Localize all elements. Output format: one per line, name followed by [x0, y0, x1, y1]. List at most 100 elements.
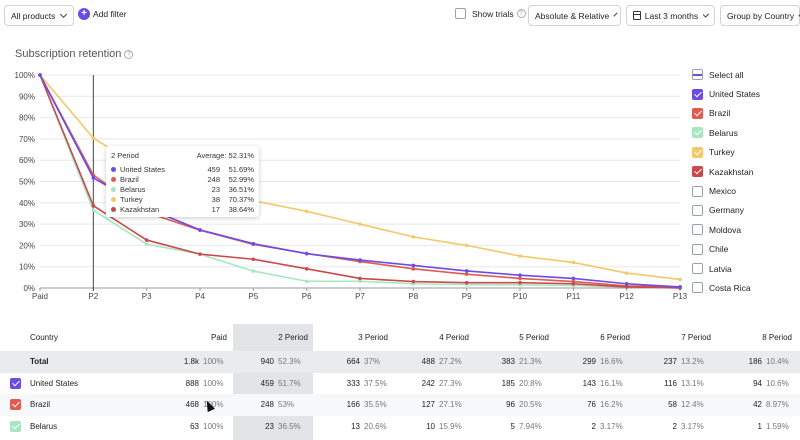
count-cell: 10 — [426, 421, 435, 431]
row-checkbox[interactable] — [10, 399, 21, 410]
empty-checkbox[interactable] — [692, 224, 703, 236]
table-row[interactable]: United States 888 100% 459 51.7% 333 37.5% 242 2… — [0, 373, 800, 395]
data-point — [358, 222, 362, 226]
checked-checkbox-icon[interactable] — [692, 146, 703, 158]
data-point — [251, 269, 256, 273]
data-point — [571, 260, 576, 265]
count-cell: 459 — [260, 378, 274, 388]
legend-item[interactable]: Latvia — [692, 259, 760, 278]
show-trials-checkbox[interactable] — [455, 8, 466, 19]
y-tick-label: 10% — [19, 263, 35, 272]
column-header[interactable]: 4 Period — [439, 333, 469, 342]
data-point — [518, 276, 522, 281]
data-point — [411, 235, 416, 239]
column-header[interactable]: Country — [30, 333, 59, 342]
empty-checkbox[interactable] — [692, 185, 703, 197]
legend-label: Chile — [709, 244, 729, 255]
date-range-label: Last 3 months — [644, 10, 699, 21]
legend-select-all[interactable]: Select all — [692, 65, 760, 84]
calendar-icon — [633, 11, 641, 20]
series-dot-icon — [111, 176, 116, 182]
data-point — [358, 276, 362, 281]
percent-cell: 36.5% — [278, 421, 301, 431]
count-cell: 237 — [663, 357, 677, 367]
y-tick-label: 90% — [19, 92, 35, 101]
data-point — [91, 136, 96, 140]
help-icon: ? — [516, 9, 526, 18]
checked-checkbox-icon[interactable] — [692, 127, 703, 139]
column-header[interactable]: Paid — [210, 333, 227, 342]
tooltip-row: Turkey 38 70.37% — [111, 194, 254, 204]
empty-checkbox[interactable] — [692, 263, 703, 275]
select-all-checkbox[interactable] — [692, 69, 703, 81]
x-tick-label: P13 — [673, 292, 688, 301]
row-checkbox[interactable] — [10, 377, 21, 389]
data-point — [198, 252, 202, 256]
tooltip-count: 17 — [211, 204, 220, 214]
column-header[interactable]: 6 Period — [600, 333, 630, 342]
count-cell: 23 — [265, 421, 274, 431]
checked-checkbox-icon[interactable] — [692, 88, 703, 100]
data-point — [678, 285, 682, 289]
data-point — [624, 281, 629, 286]
column-header[interactable]: 2 Period — [278, 333, 308, 342]
data-point — [198, 228, 202, 232]
add-filter-button[interactable]: + Add filter — [78, 8, 127, 20]
percent-cell: 3.17% — [681, 421, 704, 431]
tooltip-count: 23 — [211, 184, 220, 194]
empty-checkbox[interactable] — [692, 282, 703, 294]
date-range-dropdown[interactable]: Last 3 months — [626, 5, 715, 26]
tooltip-percent: 70.37% — [228, 194, 254, 204]
column-header[interactable]: 5 Period — [519, 333, 549, 342]
empty-checkbox[interactable] — [692, 243, 703, 255]
tooltip-percent: 36.51% — [228, 184, 254, 194]
row-checkbox[interactable] — [10, 420, 21, 432]
checked-checkbox-icon[interactable] — [692, 166, 703, 178]
legend-label: Costa Rica — [709, 282, 751, 293]
table-row[interactable]: Belarus 63 100% 23 36.5% 13 20.6% 10 15.9% 5 7.94%… — [0, 416, 800, 438]
legend-item[interactable]: Mexico — [692, 181, 760, 200]
mode-dropdown-label: Absolute & Relative — [535, 10, 610, 21]
count-cell: 1.8k — [183, 357, 199, 367]
count-cell: 166 — [346, 400, 360, 410]
mode-dropdown[interactable]: Absolute & Relative — [528, 5, 621, 26]
column-header[interactable]: 7 Period — [681, 333, 711, 342]
checked-checkbox-icon[interactable] — [692, 107, 703, 119]
empty-checkbox[interactable] — [692, 204, 703, 216]
legend-item[interactable]: Chile — [692, 240, 760, 259]
tooltip-series-name: Brazil — [120, 174, 139, 184]
count-cell: 1 — [757, 421, 762, 431]
data-point — [304, 279, 309, 284]
retention-chart[interactable]: 0% 10% 20% 30% 40% 50% 60% 70% 80% 90% 100% Paid P2 P… — [0, 60, 690, 304]
total-row[interactable]: Total 1.8k 100% 940 52.3% 664 37% 488 27.2% 383 21… — [0, 351, 800, 373]
show-trials-toggle[interactable]: Show trials ? — [455, 8, 526, 19]
legend-item[interactable]: United States — [692, 84, 760, 103]
tooltip-series-name: United States — [120, 164, 166, 174]
legend-item[interactable]: Costa Rica — [692, 278, 760, 297]
count-cell: 488 — [421, 357, 435, 367]
legend-item[interactable]: Moldova — [692, 220, 760, 239]
legend-item[interactable]: Turkey — [692, 143, 760, 162]
retention-table: Country Paid 2 Period 3 Period 4 Period 5 Per… — [0, 324, 800, 440]
data-point — [411, 263, 416, 268]
series-dot-icon — [111, 186, 116, 192]
column-header[interactable]: 8 Period — [762, 333, 792, 342]
legend-item[interactable]: Kazakhstan — [692, 162, 760, 181]
x-tick-label: P11 — [567, 292, 581, 301]
data-point — [358, 279, 362, 284]
tooltip-title: 2 Period — [111, 151, 139, 160]
legend-item[interactable]: Belarus — [692, 123, 760, 142]
column-header[interactable]: 3 Period — [358, 333, 388, 342]
country-cell: United States — [30, 378, 79, 388]
table-row[interactable]: Brazil 468 100% 248 53% 166 35.5% 127 27.1% 96 20.… — [0, 394, 800, 416]
legend-item[interactable]: Germany — [692, 201, 760, 220]
data-point — [464, 280, 469, 285]
legend-item[interactable]: Brazil — [692, 104, 760, 123]
data-point — [358, 258, 362, 262]
percent-cell: 10.4% — [766, 357, 789, 367]
tooltip-row: Brazil 248 52.99% — [111, 174, 254, 184]
products-dropdown[interactable]: All products — [4, 5, 74, 26]
group-by-dropdown[interactable]: Group by Country — [720, 5, 800, 26]
percent-cell: 53% — [278, 400, 295, 410]
legend-label: Latvia — [709, 263, 732, 274]
